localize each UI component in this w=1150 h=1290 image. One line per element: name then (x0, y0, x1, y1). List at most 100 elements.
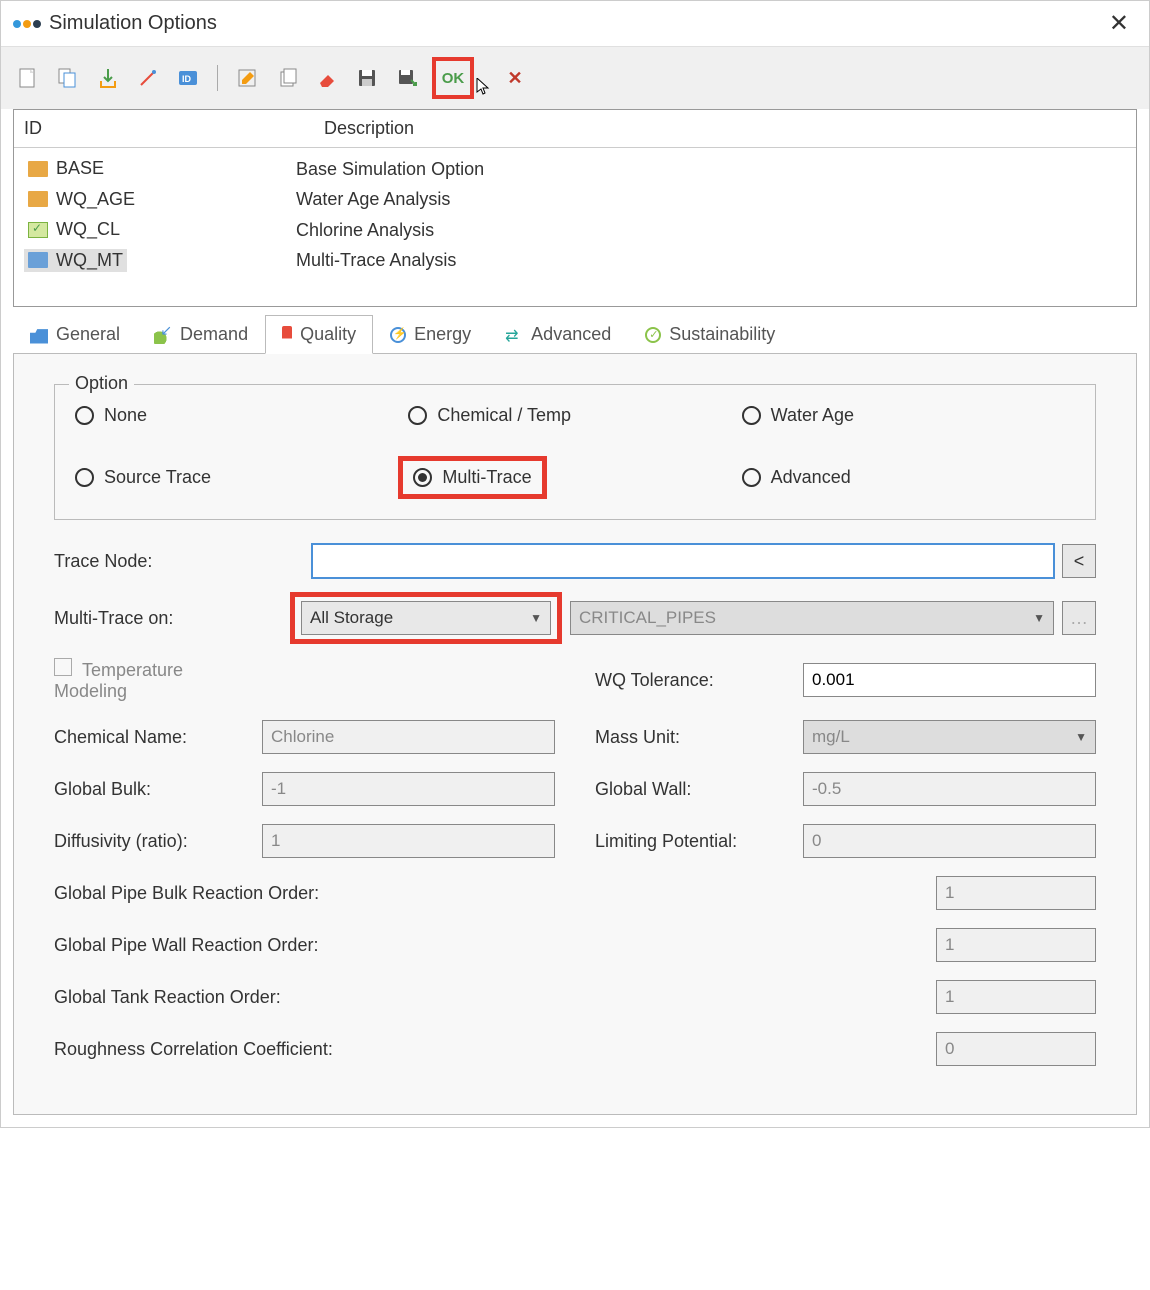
row-desc-text: Water Age Analysis (296, 189, 1126, 210)
row-id-text: WQ_CL (56, 219, 120, 240)
folder-icon (28, 252, 48, 268)
select-value: All Storage (310, 608, 393, 628)
options-list: ID Description BASE Base Simulation Optio… (13, 109, 1137, 307)
tab-sustainability[interactable]: Sustainability (628, 315, 792, 354)
list-item[interactable]: WQ_CLChlorine Analysis (24, 215, 1126, 246)
tab-general[interactable]: General (13, 315, 137, 354)
check-circle-icon (645, 327, 661, 343)
radio-source-trace[interactable]: Source Trace (75, 462, 408, 493)
radio-none[interactable]: None (75, 405, 408, 426)
pipe-wall-order-input (936, 928, 1096, 962)
ok-button[interactable]: OK (438, 63, 468, 93)
global-wall-label: Global Wall: (595, 779, 795, 800)
trace-node-picker-button[interactable]: < (1062, 544, 1096, 578)
radio-label: Source Trace (104, 467, 211, 488)
limiting-potential-input (803, 824, 1096, 858)
radio-chemical[interactable]: Chemical / Temp (408, 405, 741, 426)
radio-advanced[interactable]: Advanced (742, 462, 1075, 493)
titlebar: Simulation Options ✕ (1, 1, 1149, 46)
roughness-coeff-label: Roughness Correlation Coefficient: (54, 1039, 434, 1060)
critical-picker-button: … (1062, 601, 1096, 635)
tab-label: General (56, 324, 120, 345)
option-fieldset: Option None Chemical / Temp Water Age So… (54, 384, 1096, 520)
mass-unit-select: mg/L ▼ (803, 720, 1096, 754)
radio-water-age[interactable]: Water Age (742, 405, 1075, 426)
row-id-text: BASE (56, 158, 104, 179)
trace-node-label: Trace Node: (54, 551, 304, 572)
tab-demand[interactable]: Demand (137, 315, 265, 354)
pipe-bulk-order-input (936, 876, 1096, 910)
chevron-down-icon: ▼ (1033, 611, 1045, 625)
select-value: CRITICAL_PIPES (579, 608, 716, 628)
global-bulk-label: Global Bulk: (54, 779, 254, 800)
column-header-description[interactable]: Description (324, 118, 1126, 139)
folder-icon (28, 191, 48, 207)
folder-icon (30, 326, 48, 344)
tab-label: Sustainability (669, 324, 775, 345)
tab-energy[interactable]: Energy (373, 315, 488, 354)
multi-trace-label: Multi-Trace on: (54, 608, 288, 629)
wq-tolerance-label: WQ Tolerance: (595, 670, 795, 691)
chevron-down-icon: ▼ (530, 611, 542, 625)
multi-trace-select[interactable]: All Storage ▼ (301, 601, 551, 635)
cursor-icon (476, 78, 490, 96)
global-wall-input (803, 772, 1096, 806)
toolbar: ID OK ✕ (1, 46, 1149, 109)
copy-icon[interactable] (53, 63, 83, 93)
edit-icon[interactable] (232, 63, 262, 93)
id-icon[interactable]: ID (173, 63, 203, 93)
row-id-text: WQ_MT (56, 250, 123, 271)
tab-quality[interactable]: Quality (265, 315, 373, 354)
tab-label: Demand (180, 324, 248, 345)
tab-advanced[interactable]: ⇄Advanced (488, 315, 628, 354)
import-icon[interactable] (93, 63, 123, 93)
global-bulk-input (262, 772, 555, 806)
tabs: General Demand Quality Energy ⇄Advanced … (1, 315, 1149, 354)
wand-icon[interactable] (133, 63, 163, 93)
simulation-options-window: Simulation Options ✕ ID OK ✕ ID Descript… (0, 0, 1150, 1128)
erase-icon[interactable] (312, 63, 342, 93)
critical-pipes-select: CRITICAL_PIPES ▼ (570, 601, 1054, 635)
row-id-text: WQ_AGE (56, 189, 135, 210)
list-item[interactable]: WQ_AGE Water Age Analysis (24, 185, 1126, 216)
tab-label: Quality (300, 324, 356, 345)
radio-label: None (104, 405, 147, 426)
limiting-potential-label: Limiting Potential: (595, 831, 795, 852)
wq-tolerance-input[interactable] (803, 663, 1096, 697)
folder-icon (28, 222, 48, 238)
close-button[interactable]: ✕ (1101, 9, 1137, 38)
new-icon[interactable] (13, 63, 43, 93)
save-icon[interactable] (352, 63, 382, 93)
trace-node-input[interactable] (312, 544, 1054, 578)
duplicate-icon[interactable] (272, 63, 302, 93)
option-legend: Option (69, 373, 134, 394)
list-item[interactable]: WQ_MT Multi-Trace Analysis (24, 246, 1126, 277)
folder-icon (28, 161, 48, 177)
app-icon (13, 20, 41, 28)
chemical-name-input (262, 720, 555, 754)
radio-label: Multi-Trace (442, 467, 531, 488)
row-desc-text: Base Simulation Option (296, 159, 1126, 180)
toolbar-separator (217, 65, 218, 91)
cancel-icon[interactable]: ✕ (500, 63, 530, 93)
sliders-icon: ⇄ (505, 326, 523, 344)
window-title: Simulation Options (49, 12, 217, 35)
ok-button-highlight: OK (432, 57, 474, 99)
radio-multi-trace[interactable]: Multi-Trace (408, 462, 741, 493)
temperature-modeling-checkbox: Temperature Modeling (54, 658, 254, 702)
row-desc-text: Multi-Trace Analysis (296, 250, 1126, 271)
svg-text:ID: ID (182, 74, 192, 84)
mass-unit-label: Mass Unit: (595, 727, 795, 748)
radio-label: Chemical / Temp (437, 405, 571, 426)
tank-order-label: Global Tank Reaction Order: (54, 987, 434, 1008)
pipe-wall-order-label: Global Pipe Wall Reaction Order: (54, 935, 434, 956)
tank-order-input (936, 980, 1096, 1014)
pipe-bulk-order-label: Global Pipe Bulk Reaction Order: (54, 883, 434, 904)
diffusivity-label: Diffusivity (ratio): (54, 831, 254, 852)
quality-panel: Option None Chemical / Temp Water Age So… (13, 353, 1137, 1115)
list-item[interactable]: BASE Base Simulation Option (24, 154, 1126, 185)
chevron-down-icon: ▼ (1075, 730, 1087, 744)
column-header-id[interactable]: ID (24, 118, 324, 139)
save-as-icon[interactable] (392, 63, 422, 93)
radio-label: Water Age (771, 405, 854, 426)
